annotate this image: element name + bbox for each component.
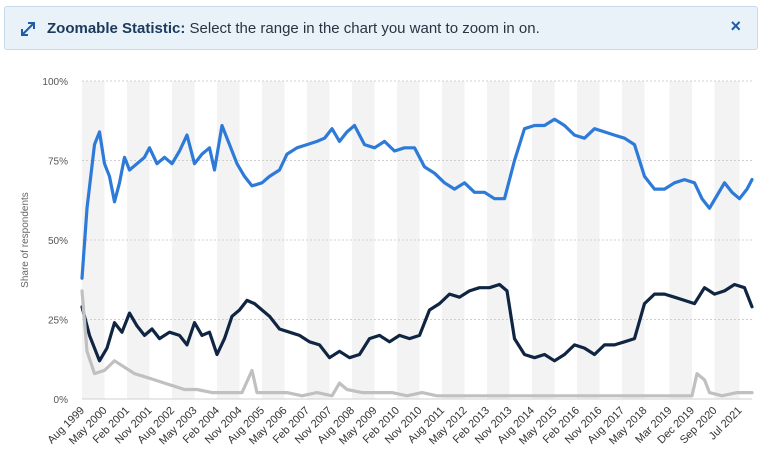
zoom-banner: Zoomable Statistic: Select the range in … [4, 6, 758, 50]
y-tick-label: 50% [48, 236, 68, 247]
expand-arrows-icon [21, 22, 35, 36]
chart-series [80, 117, 754, 398]
series-line-1[interactable] [80, 117, 754, 280]
banner-message: Select the range in the chart you want t… [189, 20, 540, 37]
y-tick-label: 100% [42, 77, 68, 88]
y-tick-label: 25% [48, 316, 68, 327]
banner-text: Zoomable Statistic: Select the range in … [47, 20, 540, 37]
chart-band [397, 81, 420, 399]
chart-band [262, 81, 285, 399]
y-tick-label: 75% [48, 157, 68, 168]
close-button[interactable]: × [730, 16, 741, 36]
chart-band [622, 81, 645, 399]
chart-band [442, 81, 465, 399]
y-tick-label: 0% [54, 395, 69, 406]
series-line-3[interactable] [80, 289, 754, 398]
y-axis-ticks: 0% 25% 50% 75% 100% [42, 77, 68, 406]
banner-title: Zoomable Statistic: [47, 20, 186, 37]
chart-grid [82, 80, 752, 400]
series-line-2[interactable] [80, 282, 754, 363]
y-axis-label: Share of respondents [20, 192, 31, 288]
chart-band [669, 81, 692, 399]
